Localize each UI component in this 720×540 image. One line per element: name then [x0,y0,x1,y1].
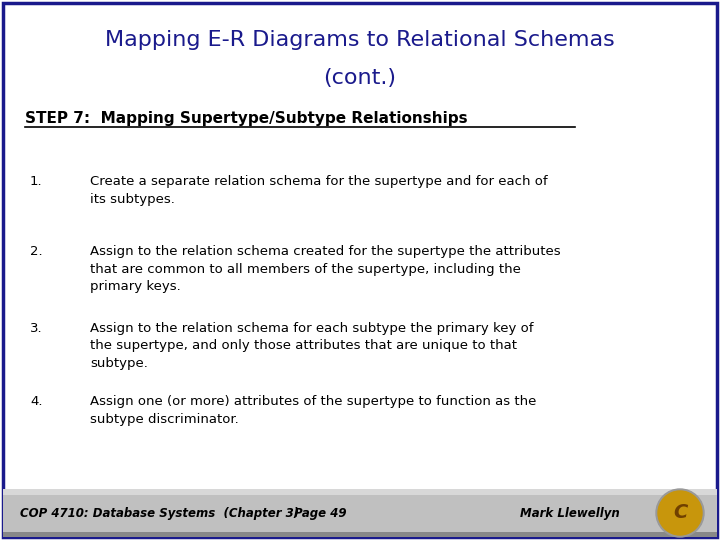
Circle shape [658,491,702,535]
Text: Mapping E-R Diagrams to Relational Schemas: Mapping E-R Diagrams to Relational Schem… [105,30,615,50]
Text: 1.: 1. [30,175,42,188]
Text: Create a separate relation schema for the supertype and for each of
its subtypes: Create a separate relation schema for th… [90,175,548,206]
Bar [3,489,717,495]
Bar [3,532,717,537]
Text: Mark Llewellyn: Mark Llewellyn [520,507,620,519]
Text: C: C [673,503,687,523]
Text: 3.: 3. [30,322,42,335]
Text: Assign one (or more) attributes of the supertype to function as the
subtype disc: Assign one (or more) attributes of the s… [90,395,536,426]
Text: 4.: 4. [30,395,42,408]
Text: COP 4710: Database Systems  (Chapter 3): COP 4710: Database Systems (Chapter 3) [20,507,299,519]
Text: 2.: 2. [30,245,42,258]
Text: Assign to the relation schema for each subtype the primary key of
the supertype,: Assign to the relation schema for each s… [90,322,534,370]
Circle shape [656,489,704,537]
Text: STEP 7:  Mapping Supertype/Subtype Relationships: STEP 7: Mapping Supertype/Subtype Relati… [25,111,467,126]
Text: Page 49: Page 49 [294,507,346,519]
Text: (cont.): (cont.) [323,68,397,88]
Text: Assign to the relation schema created for the supertype the attributes
that are : Assign to the relation schema created fo… [90,245,561,293]
Bar [3,489,717,537]
